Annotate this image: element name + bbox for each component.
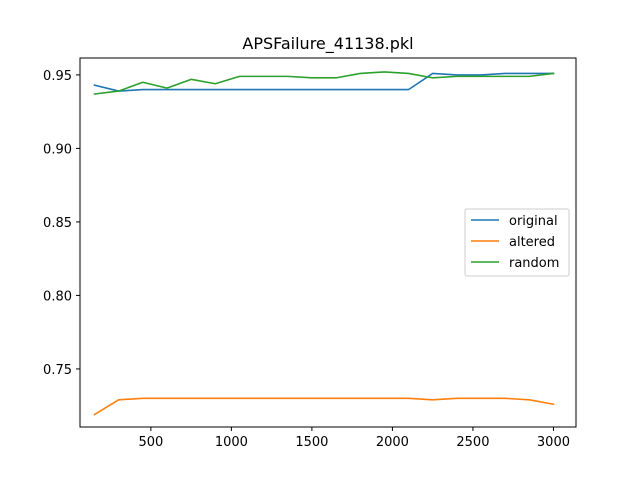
y-axis: 0.75 0.80 0.85 0.90 0.95 (43, 69, 80, 378)
x-tick-label: 1000 (215, 435, 248, 450)
series-line-random (93, 71, 555, 95)
y-tick-label: 0.80 (43, 289, 72, 304)
y-tick-label: 0.95 (43, 69, 72, 84)
legend-box (464, 208, 570, 277)
series-line-original (93, 72, 555, 92)
legend-label-altered: altered (509, 235, 555, 250)
chart-title: APSFailure_41138.pkl (242, 34, 413, 54)
axes-frame (79, 57, 577, 428)
x-tick-label: 2500 (456, 435, 489, 450)
legend-label-original: original (509, 214, 558, 229)
x-tick-label: 3000 (537, 435, 570, 450)
series-layer (93, 71, 555, 416)
legend: original altered random (464, 208, 570, 277)
series-line-altered (93, 397, 555, 416)
y-tick-label: 0.75 (43, 363, 72, 378)
x-tick-label: 1500 (295, 435, 328, 450)
y-tick-label: 0.90 (43, 142, 72, 157)
x-axis: 500 1000 1500 2000 2500 3000 (138, 427, 570, 450)
x-tick-label: 2000 (376, 435, 409, 450)
x-tick-label: 500 (138, 435, 163, 450)
legend-label-random: random (509, 256, 559, 271)
y-tick-label: 0.85 (43, 216, 72, 231)
